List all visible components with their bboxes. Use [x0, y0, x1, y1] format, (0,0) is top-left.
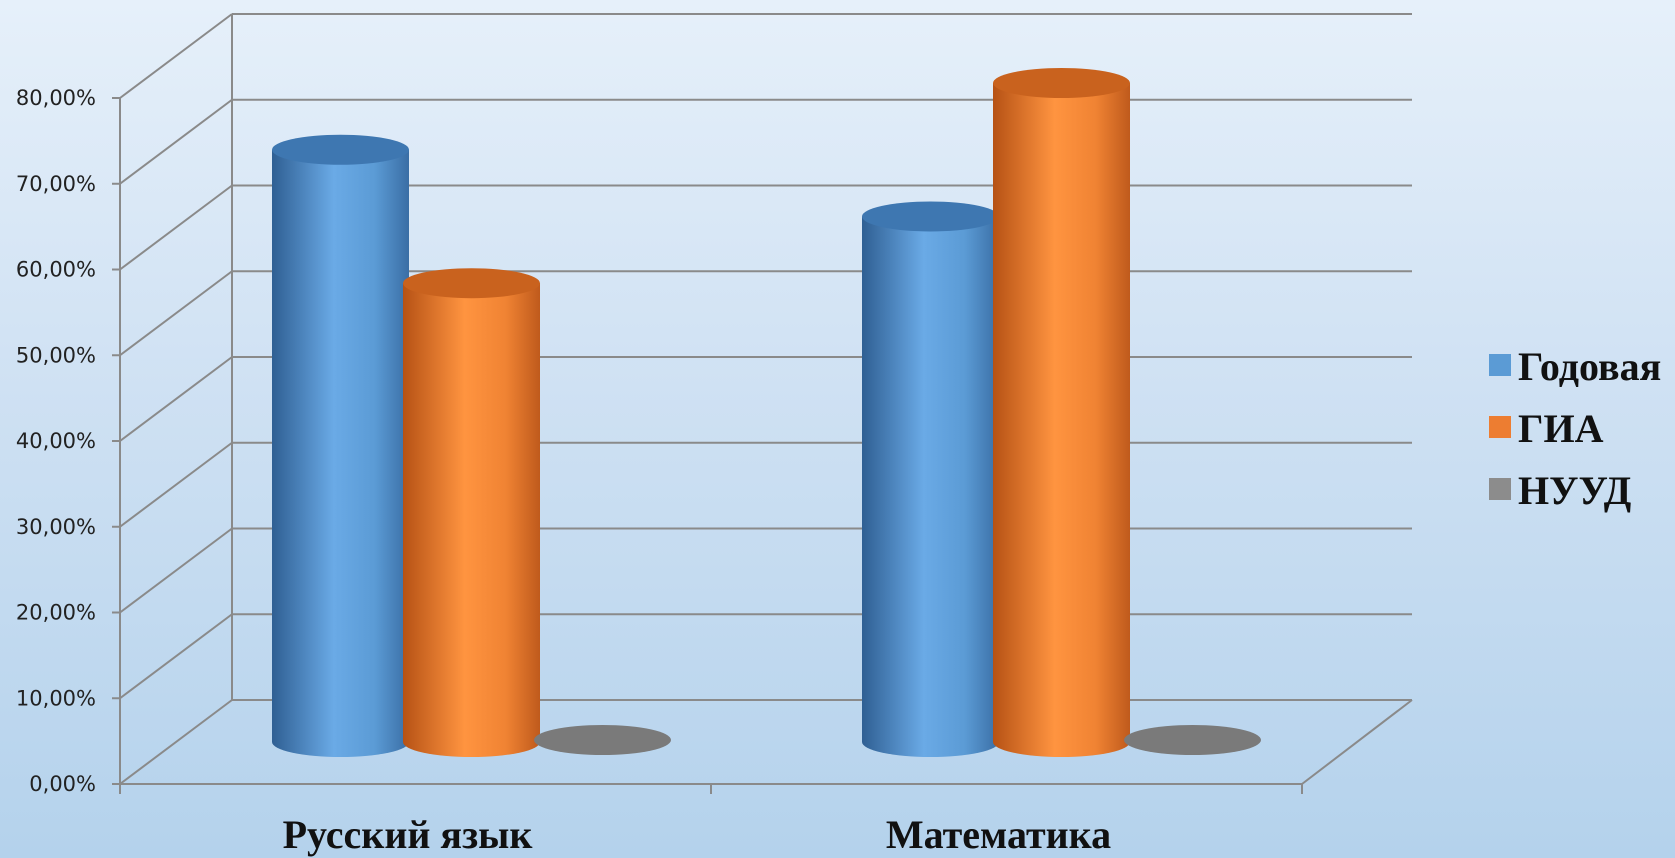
- y-tick-label: 40,00%: [16, 429, 96, 453]
- bar-ГИА: [403, 268, 540, 758]
- legend-item: Годовая: [1489, 344, 1661, 389]
- bar-body: [272, 149, 409, 758]
- y-tick-label: 0,00%: [29, 772, 96, 796]
- bar-top: [993, 68, 1130, 98]
- bar-top: [403, 268, 540, 299]
- gridline-side: [119, 98, 233, 185]
- bar-body: [862, 216, 999, 758]
- gridline-side: [119, 699, 233, 785]
- y-tick-label: 70,00%: [16, 172, 96, 196]
- y-tick-label: 60,00%: [16, 258, 96, 282]
- y-axis-ticks: 0,00% 10,00% 20,00% 30,00% 40,00% 50,00% 60,00…: [16, 86, 96, 796]
- bar-body: [403, 283, 540, 758]
- legend-label: НУУД: [1518, 468, 1631, 513]
- legend: Годовая ГИА НУУД: [1489, 344, 1661, 513]
- bar-ГИА: [993, 68, 1130, 757]
- gridline-side: [119, 184, 233, 271]
- category-labels: Русский язык Математика: [283, 812, 1112, 857]
- gridline-side: [119, 270, 233, 357]
- bar-НУУД: [1124, 725, 1261, 755]
- gridline-side: [119, 527, 233, 614]
- gridline-side: [119, 356, 233, 442]
- legend-swatch: [1489, 416, 1511, 438]
- bar-Годовая: [862, 201, 999, 758]
- bar-top: [272, 134, 409, 165]
- bar-body: [993, 83, 1130, 757]
- gridline-side: [119, 13, 233, 99]
- y-tick-label: 20,00%: [16, 601, 96, 625]
- bar-zero: [534, 725, 671, 755]
- legend-item: ГИА: [1489, 406, 1604, 451]
- bar-zero: [1124, 725, 1261, 755]
- y-tick-label: 10,00%: [16, 686, 96, 710]
- legend-label: Годовая: [1518, 344, 1661, 389]
- legend-swatch: [1489, 354, 1511, 376]
- bar-top: [862, 201, 999, 232]
- legend-item: НУУД: [1489, 468, 1631, 513]
- floor-right-edge: [1301, 699, 1413, 785]
- legend-swatch: [1489, 478, 1511, 500]
- bar-НУУД: [534, 725, 671, 755]
- y-tick-label: 30,00%: [16, 515, 96, 539]
- gridline-side: [119, 613, 233, 700]
- category-label: Русский язык: [283, 812, 533, 857]
- y-tick-label: 80,00%: [16, 86, 96, 110]
- legend-label: ГИА: [1518, 406, 1604, 451]
- y-tick-label: 50,00%: [16, 343, 96, 367]
- gridline-side: [119, 441, 233, 528]
- bars: [272, 68, 1261, 758]
- category-label: Математика: [886, 812, 1111, 857]
- bar-Годовая: [272, 134, 409, 758]
